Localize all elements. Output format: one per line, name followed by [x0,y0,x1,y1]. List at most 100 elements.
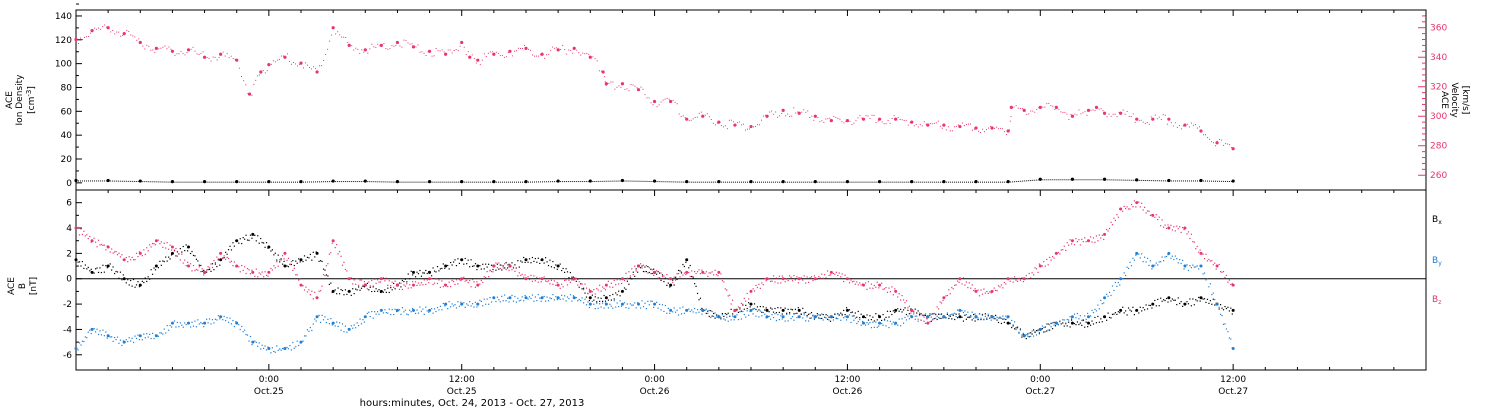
by-point-fill [457,301,459,303]
bz-point-fill [448,281,450,283]
by-point-fill [1038,333,1041,335]
bz-point-fill [835,271,837,273]
bx-point-fill [1095,322,1098,324]
bz-point-fill [441,280,443,282]
bx-point-fill [862,316,864,318]
bz-point-fill [866,288,868,290]
velocity-point-fill [797,111,799,113]
density-point-fill [292,181,294,183]
density-point [1038,177,1042,181]
bz-point-fill [1087,239,1089,241]
by-point-fill [222,319,224,321]
by-point-fill [86,337,88,339]
by-point-fill [828,319,830,321]
bx-point-fill [508,263,510,265]
density-point-fill [650,180,652,182]
by-point-fill [442,302,444,305]
bz-point-fill [223,255,225,257]
density-point-fill [570,181,572,183]
bx-point-fill [1142,307,1144,309]
bx-point-fill [229,245,231,247]
density-point-fill [937,181,939,183]
bx-point-fill [796,312,798,314]
by-point-fill [745,316,747,318]
bx-point-fill [949,315,951,317]
bx-point-fill [679,270,681,272]
bx-point-fill [1126,314,1128,316]
density-point-fill [158,181,160,183]
bx-point-fill [105,265,107,267]
bz-point-fill [946,294,948,297]
by-point [363,315,367,319]
by-point-fill [1051,322,1054,324]
bz-point-fill [163,242,165,244]
bz-point-fill [527,276,529,278]
by-point-fill [891,323,893,325]
bx-point-fill [1092,323,1095,325]
density-point-fill [152,181,154,183]
velocity-point-fill [839,118,841,120]
bz-point-fill [745,300,747,302]
by-point-fill [447,308,449,310]
velocity-point-fill [323,59,325,61]
bz-point-fill [1171,229,1173,231]
density-point-fill [990,181,992,183]
density-point-fill [276,181,278,183]
by-point [1215,302,1219,306]
bx-point-fill [910,308,912,310]
velocity-point-fill [270,63,272,65]
by-point-fill [923,320,925,322]
bx-point-fill [603,294,605,297]
bx-point-fill [692,277,694,279]
velocity-point-fill [666,97,668,99]
bx-point [138,283,142,287]
by-point [1103,296,1107,300]
bz-point-fill [464,280,466,282]
velocity-point-fill [1080,113,1082,115]
density-point-fill [959,181,961,183]
by-point-fill [249,335,252,338]
by-point-fill [544,300,547,302]
density-point-fill [755,181,757,183]
density-point-fill [469,181,471,183]
velocity-point-fill [859,115,861,117]
velocity-point-fill [730,119,732,121]
bx-point-fill [265,242,268,244]
bx-point-fill [828,316,830,318]
bz-point-fill [1095,235,1098,237]
bx-point-fill [433,270,436,272]
bx-point-fill [1170,300,1172,302]
bx-point-fill [458,262,460,264]
bx-point-fill [286,265,288,267]
by-point-fill [878,325,880,327]
density-point-fill [821,181,823,183]
bx-point-fill [1117,311,1119,313]
density-point-fill [867,181,869,183]
bz-point-fill [198,266,200,268]
velocity-point [1199,129,1203,133]
density-point-fill [809,181,811,183]
density-point-fill [1213,180,1215,182]
bx-point-fill [764,309,766,311]
velocity-point-fill [519,47,521,49]
by-point-fill [822,319,824,321]
bz-point-fill [1130,203,1133,206]
bx-point-fill [393,282,395,285]
bz-point-fill [151,242,154,245]
bz-point-fill [672,281,674,283]
bx-point-fill [609,294,611,297]
by-point-fill [394,308,396,310]
by-point-fill [439,305,441,308]
bz-point-fill [742,303,744,305]
density-point-fill [540,181,542,183]
density-point-fill [907,181,909,183]
by-point-fill [644,302,646,304]
density-tick-label: 140 [55,12,72,22]
bx-point-fill [239,238,241,240]
by-point-fill [1142,261,1144,263]
bx-point-fill [641,265,643,267]
bz-point [1135,201,1139,205]
by-point-fill [739,311,741,313]
by-point-fill [485,303,487,305]
velocity-point-fill [986,128,988,130]
